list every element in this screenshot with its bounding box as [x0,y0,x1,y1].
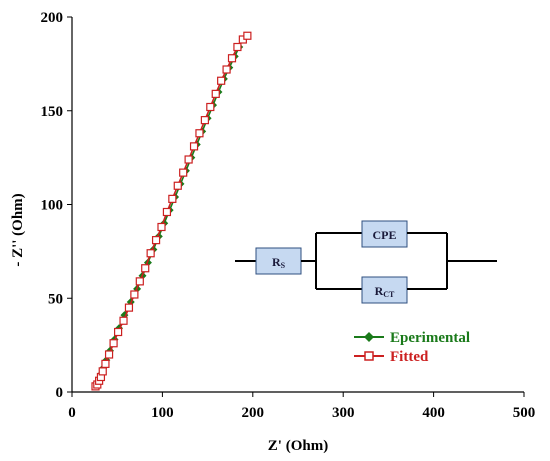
point-fitted-27 [217,76,226,85]
point-fitted-25 [206,102,215,112]
y-axis-title: - Z'' (Ohm) [10,193,26,266]
point-fitted-7 [109,339,118,348]
point-fitted-8 [114,327,123,337]
circuit-rct-label: RCT [375,284,395,299]
circuit-rct-box [361,276,408,304]
y-tick-label-3: 150 [41,104,64,120]
point-fitted-17 [162,207,172,217]
point-fitted-11 [130,290,139,299]
point-fitted-5 [101,359,110,368]
point-fitted-9 [119,316,128,325]
circuit-rs-box [255,247,302,275]
point-fitted-18 [168,194,177,203]
legend-entry-fitted: Fitted [354,349,429,365]
point-fitted-32 [243,31,252,40]
circuit-cpe-box [361,220,408,248]
point-fitted-23 [195,129,204,138]
point-fitted-16 [157,222,166,232]
legend-label-fitted: Fitted [390,349,429,365]
point-fitted-21 [184,155,193,164]
circuit-rs-label: RS [272,255,286,270]
y-tick-label-1: 50 [48,291,63,307]
x-tick-label-1: 100 [151,405,174,421]
point-fitted-12 [135,277,144,286]
point-fitted-29 [227,54,237,63]
legend-marker-experimental [364,332,374,342]
point-fitted-10 [124,303,134,312]
point-fitted-24 [200,116,209,125]
y-tick-label-2: 100 [41,198,64,214]
x-tick-label-5: 500 [513,405,536,421]
axis-ticks: 0 100 200 300 400 500 0 50 100 150 200 [41,10,536,421]
data-series [91,31,252,391]
legend-marker-fitted [364,351,374,361]
legend-entry-experimental: Eperimental [354,330,470,346]
point-fitted-6 [104,350,114,359]
x-tick-label-2: 200 [242,405,265,421]
x-tick-label-3: 300 [332,405,355,421]
legend: Eperimental Fitted [354,330,470,365]
y-tick-label-4: 200 [41,10,64,26]
legend-label-experimental: Eperimental [390,330,470,346]
point-fitted-22 [189,142,199,151]
equivalent-circuit: RS CPE RCT [235,220,497,304]
point-fitted-28 [222,65,231,74]
circuit-cpe-label: CPE [373,228,397,242]
x-axis-title: Z' (Ohm) [268,438,328,454]
point-fitted-19 [173,181,182,190]
point-fitted-14 [146,249,155,258]
point-fitted-4 [98,367,107,376]
point-fitted-20 [179,168,188,177]
point-fitted-26 [211,89,220,98]
point-fitted-13 [141,264,150,273]
point-fitted-15 [151,236,161,245]
x-tick-label-0: 0 [68,405,76,421]
y-tick-label-0: 0 [56,385,64,401]
point-fitted-30 [233,42,242,52]
x-tick-label-4: 400 [422,405,445,421]
